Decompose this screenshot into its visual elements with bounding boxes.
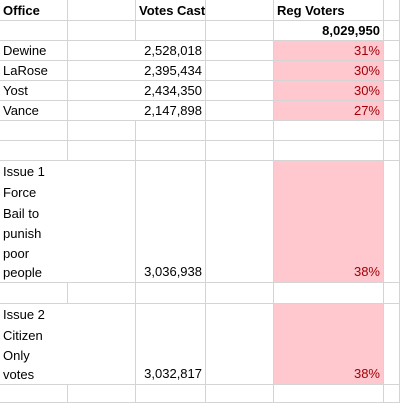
cell-empty[interactable]: [384, 61, 400, 81]
reg-voters-total[interactable]: 8,029,950: [274, 21, 384, 41]
pct-reg-voters[interactable]: 30%: [274, 61, 384, 81]
cell-empty[interactable]: [384, 385, 400, 403]
issue2-pct-value: 38%: [353, 366, 380, 381]
cell-empty[interactable]: [384, 101, 400, 121]
issue1-label-line[interactable]: poor: [0, 243, 136, 263]
cell-empty[interactable]: [384, 41, 400, 61]
issue1-label-line[interactable]: Force: [0, 182, 136, 203]
cell-empty[interactable]: [68, 385, 136, 403]
cell-empty[interactable]: [206, 61, 274, 81]
cell-empty[interactable]: [136, 141, 206, 161]
issue1-votes-value: 3,036,938: [144, 264, 202, 279]
cell-empty[interactable]: [274, 385, 384, 403]
cell-empty[interactable]: [206, 21, 274, 41]
issue1-pct-value: 38%: [353, 264, 380, 279]
cell-empty[interactable]: [68, 21, 136, 41]
cell-empty[interactable]: [206, 41, 274, 61]
office-name[interactable]: Dewine: [0, 41, 68, 61]
cell-empty[interactable]: [0, 385, 68, 403]
issue1-pct-cell[interactable]: 38%: [274, 161, 384, 283]
cell-empty[interactable]: [136, 283, 206, 304]
cell-empty[interactable]: [0, 121, 68, 141]
issue2-votes-value: 3,032,817: [144, 366, 202, 381]
issue1-label-line[interactable]: Bail to: [0, 203, 136, 223]
cell-empty[interactable]: [384, 283, 400, 304]
cell-empty[interactable]: [206, 141, 274, 161]
cell-empty[interactable]: [384, 141, 400, 161]
cell-empty[interactable]: [384, 21, 400, 41]
cell-empty[interactable]: [206, 304, 274, 385]
cell-empty[interactable]: [206, 121, 274, 141]
cell-empty[interactable]: [384, 161, 400, 283]
office-name[interactable]: Yost: [0, 81, 68, 101]
cell-empty[interactable]: [68, 141, 136, 161]
issue1-label-line[interactable]: Issue 1: [0, 161, 136, 182]
cell-empty[interactable]: [136, 21, 206, 41]
cell-empty[interactable]: [136, 385, 206, 403]
votes-cast-value[interactable]: 2,434,350: [68, 81, 206, 101]
cell-empty[interactable]: [206, 81, 274, 101]
issue2-label-line[interactable]: votes: [0, 365, 136, 385]
issue2-label-line[interactable]: Citizen: [0, 325, 136, 345]
cell-empty[interactable]: [68, 0, 136, 21]
votes-cast-value[interactable]: 2,528,018: [68, 41, 206, 61]
cell-empty[interactable]: [274, 121, 384, 141]
cell-empty[interactable]: [206, 101, 274, 121]
cell-empty[interactable]: [0, 141, 68, 161]
cell-empty[interactable]: [206, 283, 274, 304]
office-name[interactable]: Vance: [0, 101, 68, 121]
issue1-votes-cell[interactable]: 3,036,938: [136, 161, 206, 283]
office-name[interactable]: LaRose: [0, 61, 68, 81]
cell-empty[interactable]: [384, 304, 400, 385]
cell-empty[interactable]: [206, 385, 274, 403]
header-votes-cast[interactable]: Votes Cast: [136, 0, 206, 21]
cell-empty[interactable]: [136, 121, 206, 141]
header-reg-voters[interactable]: Reg Voters: [274, 0, 384, 21]
issue1-label-line[interactable]: punish: [0, 223, 136, 243]
votes-cast-value[interactable]: 2,395,434: [68, 61, 206, 81]
cell-empty[interactable]: [206, 0, 274, 21]
issue1-label-line[interactable]: people: [0, 263, 136, 283]
pct-reg-voters[interactable]: 30%: [274, 81, 384, 101]
issue2-votes-cell[interactable]: 3,032,817: [136, 304, 206, 385]
header-office[interactable]: Office: [0, 0, 68, 21]
issue2-label-line[interactable]: Issue 2: [0, 304, 136, 325]
cell-empty[interactable]: [0, 283, 68, 304]
pct-reg-voters[interactable]: 31%: [274, 41, 384, 61]
issue2-pct-cell[interactable]: 38%: [274, 304, 384, 385]
issue2-label-line[interactable]: Only: [0, 345, 136, 365]
votes-cast-value[interactable]: 2,147,898: [68, 101, 206, 121]
cell-empty[interactable]: [0, 21, 68, 41]
cell-empty[interactable]: [68, 283, 136, 304]
cell-empty[interactable]: [206, 161, 274, 283]
cell-empty[interactable]: [384, 0, 400, 21]
pct-reg-voters[interactable]: 27%: [274, 101, 384, 121]
cell-empty[interactable]: [274, 283, 384, 304]
cell-empty[interactable]: [384, 81, 400, 101]
cell-empty[interactable]: [274, 141, 384, 161]
cell-empty[interactable]: [384, 121, 400, 141]
cell-empty[interactable]: [68, 121, 136, 141]
